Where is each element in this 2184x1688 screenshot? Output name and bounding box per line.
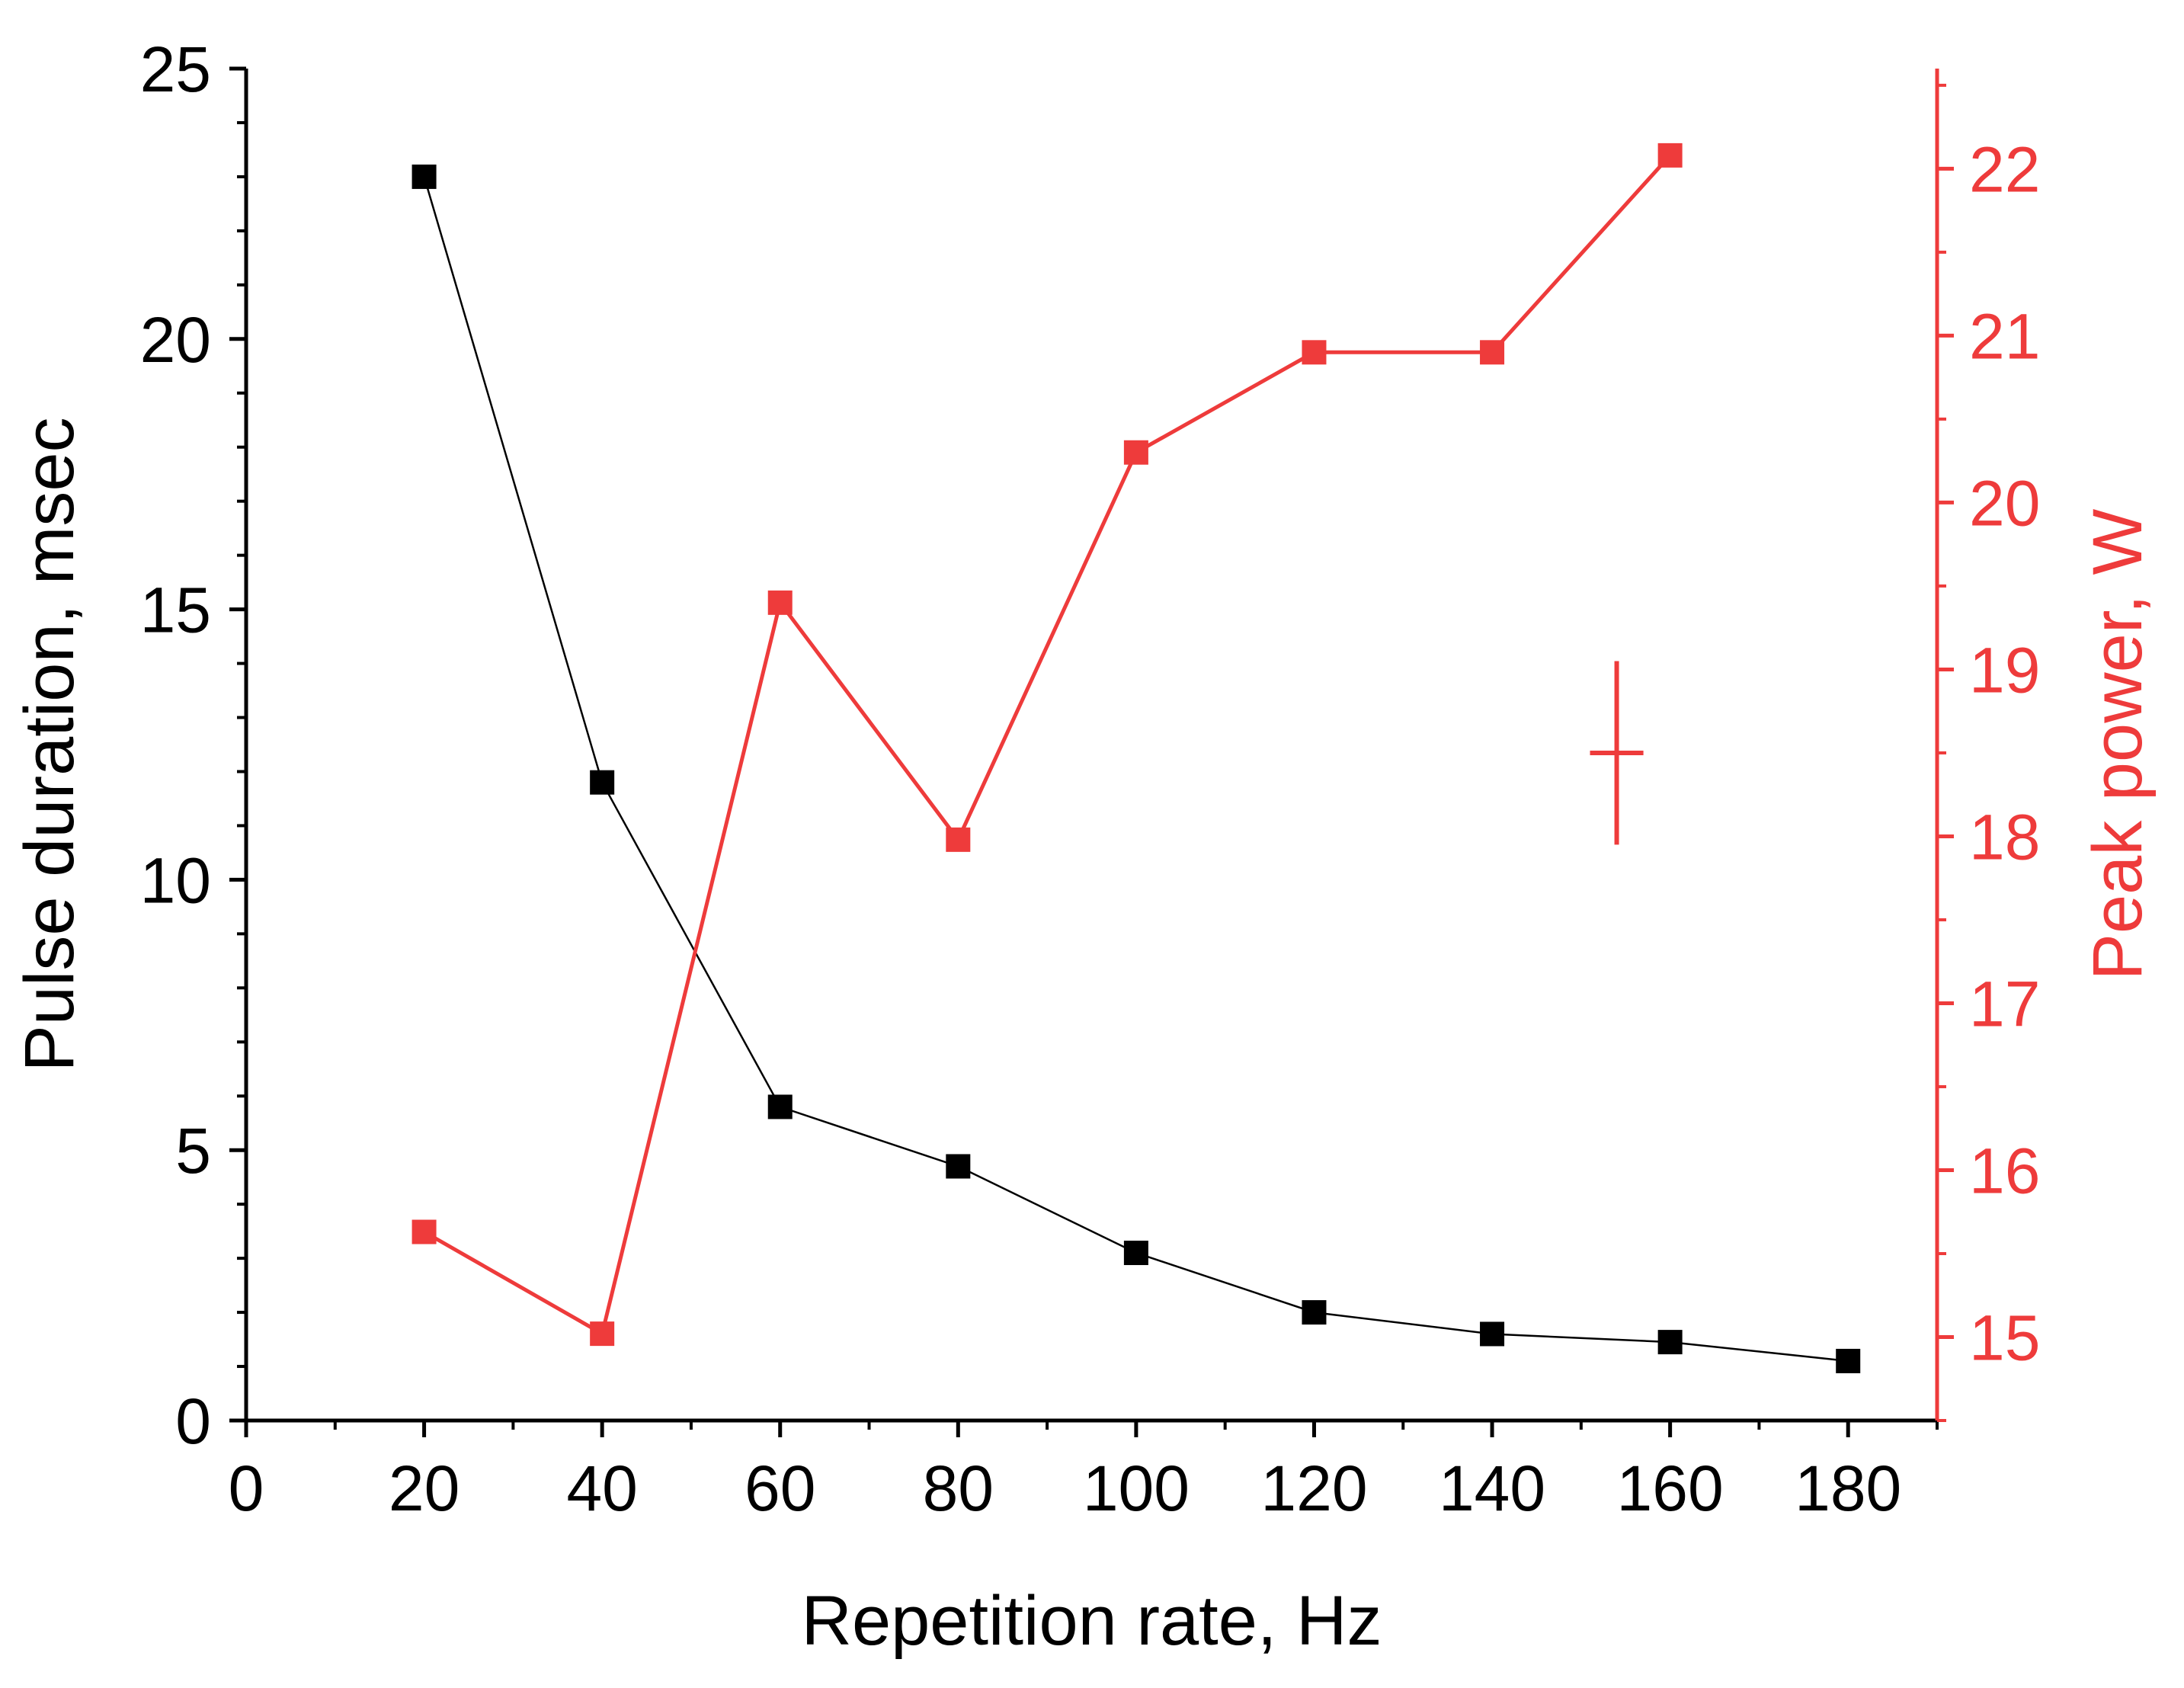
x-tick-labels: 0 20 40 60 80 100 120 140 160 180	[229, 1453, 1902, 1524]
x-tick-label: 0	[229, 1453, 264, 1524]
x-tick-label: 160	[1617, 1453, 1724, 1524]
data-point	[1123, 440, 1148, 465]
data-point	[1480, 340, 1505, 365]
data-point	[767, 1094, 793, 1119]
y2-tick-label: 22	[1969, 133, 2040, 205]
series-peak-power	[412, 143, 1683, 1347]
data-point	[1836, 1348, 1861, 1373]
data-point	[946, 827, 971, 852]
data-point	[1123, 1241, 1148, 1266]
x-tick-label: 100	[1083, 1453, 1190, 1524]
x-axis-title: Repetition rate, Hz	[802, 1582, 1382, 1660]
y2-axis-title: Peak power, W	[2079, 508, 2157, 980]
y2-tick-label: 19	[1969, 634, 2040, 706]
data-point	[412, 1219, 437, 1244]
data-point	[1302, 340, 1327, 365]
y-tick-label: 5	[175, 1115, 211, 1187]
y-tick-label: 0	[175, 1385, 211, 1457]
y-tick-label: 20	[140, 304, 211, 376]
major-ticks	[229, 66, 1954, 1437]
y2-tick-label: 18	[1969, 801, 2040, 873]
x-tick-label: 140	[1439, 1453, 1545, 1524]
x-tick-label: 60	[745, 1453, 815, 1524]
data-point	[590, 770, 615, 795]
x-tick-label: 180	[1795, 1453, 1901, 1524]
y2-tick-label: 16	[1969, 1135, 2040, 1206]
y-tick-labels: 0 5 10 15 20 25	[140, 34, 211, 1457]
y-tick-label: 25	[140, 34, 211, 105]
data-point	[590, 1321, 615, 1347]
data-point	[412, 164, 437, 189]
data-point	[767, 590, 793, 615]
data-point	[1657, 1330, 1683, 1355]
y-tick-label: 15	[140, 575, 211, 646]
x-tick-label: 20	[389, 1453, 460, 1524]
data-point	[1480, 1321, 1505, 1347]
y2-tick-labels: 15 16 17 18 19 20 21 22	[1969, 133, 2040, 1373]
y-tick-label: 10	[140, 844, 211, 916]
x-tick-label: 120	[1260, 1453, 1367, 1524]
data-point	[1657, 143, 1683, 168]
y2-tick-label: 21	[1969, 300, 2040, 372]
y2-tick-label: 20	[1969, 467, 2040, 539]
x-tick-label: 40	[566, 1453, 637, 1524]
series-line	[423, 154, 1672, 1337]
error-bar-marker	[1590, 661, 1644, 845]
y-axis-title: Pulse duration, msec	[11, 417, 88, 1071]
axes	[244, 69, 1939, 1423]
data-point	[946, 1154, 971, 1179]
y2-tick-label: 17	[1969, 968, 2040, 1039]
series-pulse-duration	[412, 164, 1861, 1373]
y2-tick-label: 15	[1969, 1302, 2040, 1373]
data-point	[1302, 1300, 1327, 1325]
x-tick-label: 80	[923, 1453, 994, 1524]
